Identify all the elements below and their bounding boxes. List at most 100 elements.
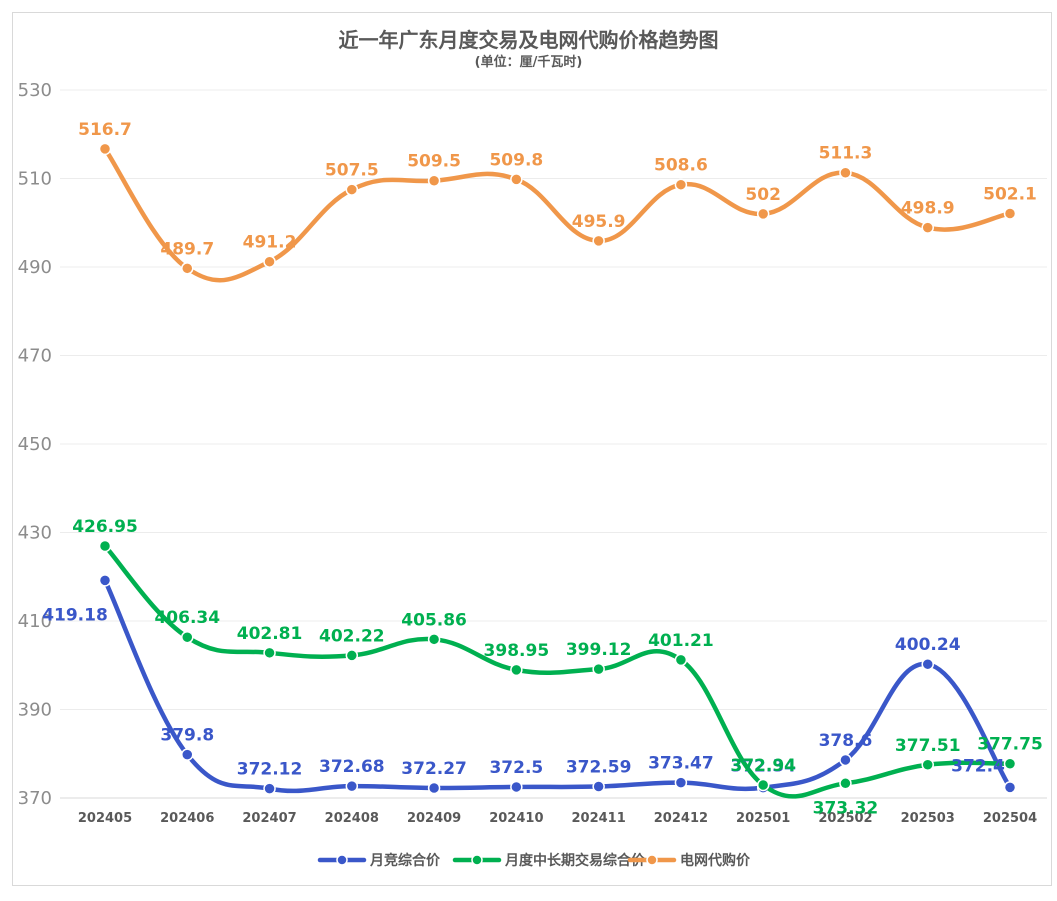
data-point — [98, 539, 112, 553]
y-tick-label: 490 — [18, 257, 52, 278]
data-label: 406.34 — [154, 608, 220, 628]
data-point — [1003, 757, 1017, 770]
y-tick-label: 510 — [18, 169, 52, 190]
data-label: 373.32 — [813, 798, 879, 818]
data-point — [510, 663, 523, 677]
legend-label: 月竞综合价 — [369, 852, 441, 869]
mid-long-term-series — [98, 539, 1017, 799]
chart-title: 近一年广东月度交易及电网代购价格趋势图 — [338, 28, 719, 52]
data-point — [263, 255, 276, 268]
data-label: 372.4 — [951, 756, 1005, 776]
data-point — [510, 173, 523, 186]
data-label: 502.1 — [983, 184, 1037, 204]
data-label: 372.94 — [730, 756, 796, 776]
y-tick-label: 390 — [18, 700, 52, 721]
data-label: 377.51 — [895, 736, 961, 756]
legend-label: 月度中长期交易综合价 — [504, 852, 646, 869]
data-label: 372.34 — [730, 757, 796, 777]
series-line — [102, 146, 1013, 283]
data-label: 419.18 — [42, 605, 108, 625]
data-label: 401.21 — [648, 631, 714, 651]
data-point — [427, 781, 441, 795]
x-tick-label: 202410 — [489, 811, 543, 826]
data-label: 502 — [745, 185, 781, 205]
x-tick-label: 202412 — [654, 811, 708, 826]
chart-subtitle: (单位：厘/千瓦时) — [474, 55, 583, 70]
data-point — [1003, 207, 1017, 220]
x-tick-label: 202408 — [325, 811, 379, 826]
data-point — [674, 653, 688, 667]
data-label: 507.5 — [325, 161, 379, 181]
data-point — [674, 178, 688, 191]
chart-frame — [12, 12, 1052, 886]
data-label: 373.47 — [648, 754, 714, 774]
data-label: 398.95 — [484, 641, 550, 661]
data-label: 509.8 — [489, 150, 543, 170]
data-label: 511.3 — [819, 144, 873, 164]
data-point — [839, 777, 852, 790]
data-point — [921, 758, 934, 772]
data-point — [510, 780, 523, 794]
data-label: 377.75 — [977, 735, 1043, 755]
series-line — [102, 578, 1013, 794]
data-point — [592, 234, 605, 248]
data-point — [921, 657, 934, 671]
x-tick-label: 202405 — [78, 811, 132, 826]
data-label: 498.9 — [901, 199, 955, 219]
data-label: 491.2 — [243, 233, 297, 253]
data-label: 508.6 — [654, 156, 708, 176]
y-tick-label: 430 — [18, 523, 52, 544]
y-tick-label: 450 — [18, 434, 52, 455]
data-point — [839, 753, 852, 767]
x-tick-label: 202504 — [983, 811, 1037, 826]
data-label: 400.24 — [895, 635, 961, 655]
data-label: 372.12 — [237, 760, 303, 780]
x-tick-label: 202502 — [818, 811, 872, 826]
x-tick-label: 202411 — [571, 811, 625, 826]
y-tick-label: 410 — [18, 611, 52, 632]
data-label: 372.68 — [319, 757, 385, 777]
data-point — [98, 574, 112, 587]
data-label: 372.5 — [489, 758, 543, 778]
data-point — [263, 782, 276, 795]
data-label: 516.7 — [78, 120, 132, 140]
data-point — [921, 221, 934, 234]
x-tick-label: 202406 — [160, 811, 214, 826]
data-label: 489.7 — [160, 239, 214, 259]
data-label: 379.8 — [160, 726, 214, 746]
data-point — [345, 779, 359, 793]
y-tick-label: 370 — [18, 788, 52, 809]
grid-purchase-series — [98, 142, 1017, 283]
data-point — [592, 780, 605, 793]
data-point — [674, 776, 688, 789]
data-point — [345, 649, 359, 662]
data-point — [756, 778, 770, 792]
data-label: 402.81 — [237, 624, 303, 644]
legend-marker — [336, 854, 348, 866]
data-label: 495.9 — [572, 212, 626, 232]
data-label: 378.6 — [819, 731, 873, 751]
data-label: 405.86 — [401, 610, 467, 630]
y-tick-label: 470 — [18, 346, 52, 367]
data-point — [181, 630, 194, 644]
data-point — [345, 183, 359, 196]
data-point — [839, 166, 852, 179]
data-label: 509.5 — [407, 152, 461, 172]
data-label: 372.59 — [566, 758, 632, 778]
y-tick-label: 530 — [18, 80, 52, 101]
data-label: 402.22 — [319, 626, 385, 646]
x-tick-label: 202409 — [407, 811, 461, 826]
x-tick-label: 202501 — [736, 811, 790, 826]
legend-marker — [646, 854, 658, 866]
legend-label: 电网代购价 — [680, 852, 751, 869]
data-point — [756, 207, 770, 221]
data-point — [98, 142, 112, 156]
data-label: 372.27 — [401, 759, 467, 779]
x-tick-label: 202503 — [901, 811, 955, 826]
data-point — [592, 662, 605, 676]
data-point — [1003, 781, 1017, 794]
data-point — [427, 174, 441, 187]
legend-marker — [471, 854, 483, 866]
data-point — [427, 633, 441, 646]
data-point — [263, 646, 276, 660]
